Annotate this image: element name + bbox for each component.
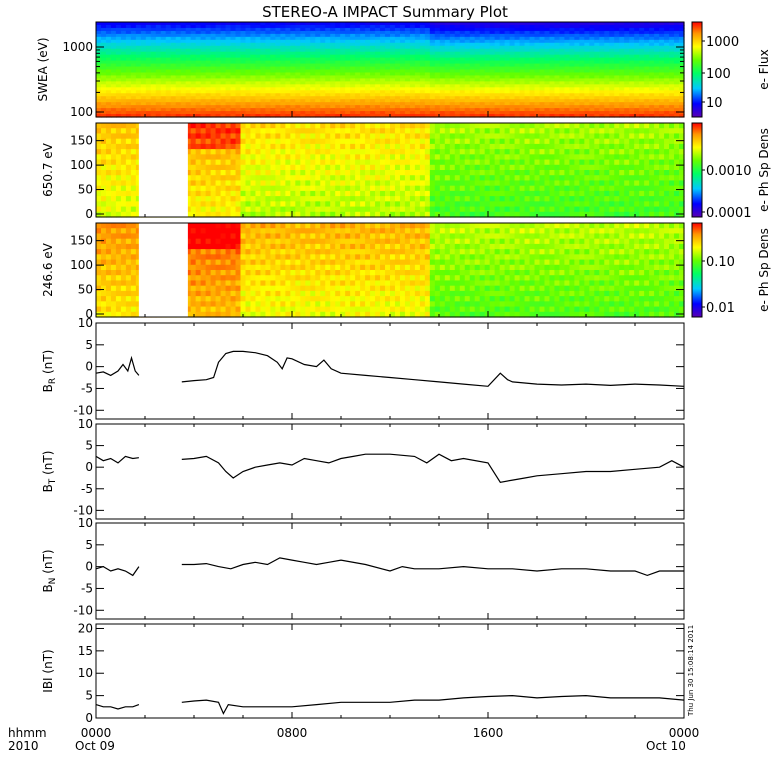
y-tick-label: 10 (78, 666, 93, 680)
year-label: 2010 (8, 739, 39, 753)
y-tick-label: 50 (78, 183, 93, 197)
colorbar-tick-label: 0.0001 (706, 206, 752, 221)
colorbar-label: e- Ph Sp Dens (757, 128, 771, 212)
colorbar-tick-label: 0.10 (706, 255, 735, 270)
y-tick-label: 5 (85, 689, 93, 703)
y-tick-label: 100 (70, 105, 93, 119)
panel-frame (96, 624, 684, 718)
colorbar-gradient (692, 123, 702, 217)
y-tick-label: 5 (85, 538, 93, 552)
colorbar-tick-label: 100 (706, 67, 731, 82)
colorbar-label: e- Ph Sp Dens (757, 228, 771, 312)
y-tick-label: 100 (70, 258, 93, 272)
colorbar: 0.0010 0.0001 e- Ph Sp Dens (692, 123, 771, 221)
y-tick-label: 10 (78, 417, 93, 431)
x-tick-label: 0000 (669, 726, 700, 740)
plot-title: STEREO-A IMPACT Summary Plot (262, 3, 508, 21)
y-axis-label: BT (nT) (41, 451, 58, 493)
spectrogram-panel-2: 150 100 50 0 650.7 eV 0.0010 0.0001 e- Ph Sp De… (41, 123, 771, 221)
colorbar-tick-label: 1000 (706, 35, 739, 50)
generation-timestamp: Thu Jun 30 15:08:14 2011 (687, 625, 695, 717)
y-tick-label: 10 (78, 316, 93, 330)
y-tick-label: 0 (85, 560, 93, 574)
y-axis-label: SWEA (eV) (36, 37, 50, 101)
data-gap-1 (139, 123, 188, 217)
colorbar-gradient (692, 22, 702, 117)
y-tick-label: 1000 (62, 40, 93, 54)
colorbar-tick-label: 0.0010 (706, 164, 752, 179)
date-label-end: Oct 10 (646, 739, 686, 753)
y-axis-label: IBI (nT) (41, 649, 55, 692)
y-tick-label: 5 (85, 338, 93, 352)
spectrogram-cells (96, 22, 685, 118)
x-tick-label: 1600 (473, 726, 504, 740)
y-axis-label: BR (nT) (41, 350, 58, 393)
colorbar-tick-label: 0.01 (706, 301, 735, 316)
y-tick-label: 150 (70, 234, 93, 248)
line-panel-1: 10 5 0 -5 -10 BR (nT) (41, 316, 684, 419)
y-tick-label: 5 (85, 439, 93, 453)
line-panel-3: 10 5 0 -5 -10 BN (nT) (41, 516, 684, 619)
y-tick-label: -5 (81, 482, 93, 496)
y-tick-label: 0 (85, 460, 93, 474)
y-tick-label: 50 (78, 283, 93, 297)
spectrogram-panel-1: 1000 100 SWEA (eV) 1000 100 10 e- Flux (36, 22, 771, 119)
y-axis-label: 650.7 eV (41, 142, 55, 197)
x-tick-label: 0000 (81, 726, 112, 740)
y-tick-label: 15 (78, 644, 93, 658)
y-tick-label: 20 (78, 621, 93, 635)
y-tick-label: 100 (70, 158, 93, 172)
colorbar-gradient (692, 223, 702, 317)
y-tick-label: -5 (81, 581, 93, 595)
y-axis-label: 246.6 eV (41, 242, 55, 297)
y-tick-label: 0 (85, 207, 93, 221)
colorbar: 0.10 0.01 e- Ph Sp Dens (692, 223, 771, 317)
y-tick-label: 0 (85, 360, 93, 374)
y-tick-label: -10 (73, 403, 93, 417)
date-label-start: Oct 09 (75, 739, 115, 753)
x-tick-label: 0800 (277, 726, 308, 740)
time-format-label: hhmm (8, 726, 47, 740)
y-axis-label: BN (nT) (41, 549, 58, 592)
panel-frame (96, 323, 684, 419)
y-tick-label: -5 (81, 381, 93, 395)
data-gap-1 (139, 223, 188, 317)
y-tick-label: 10 (78, 516, 93, 530)
y-tick-label: 0 (85, 711, 93, 725)
colorbar-tick-label: 10 (706, 96, 723, 111)
colorbar-label: e- Flux (757, 49, 771, 89)
y-tick-label: -10 (73, 603, 93, 617)
colorbar: 1000 100 10 e- Flux (692, 22, 771, 117)
y-tick-label: 150 (70, 134, 93, 148)
line-panel-4: 20 15 10 5 0 IBI (nT) (41, 621, 684, 725)
